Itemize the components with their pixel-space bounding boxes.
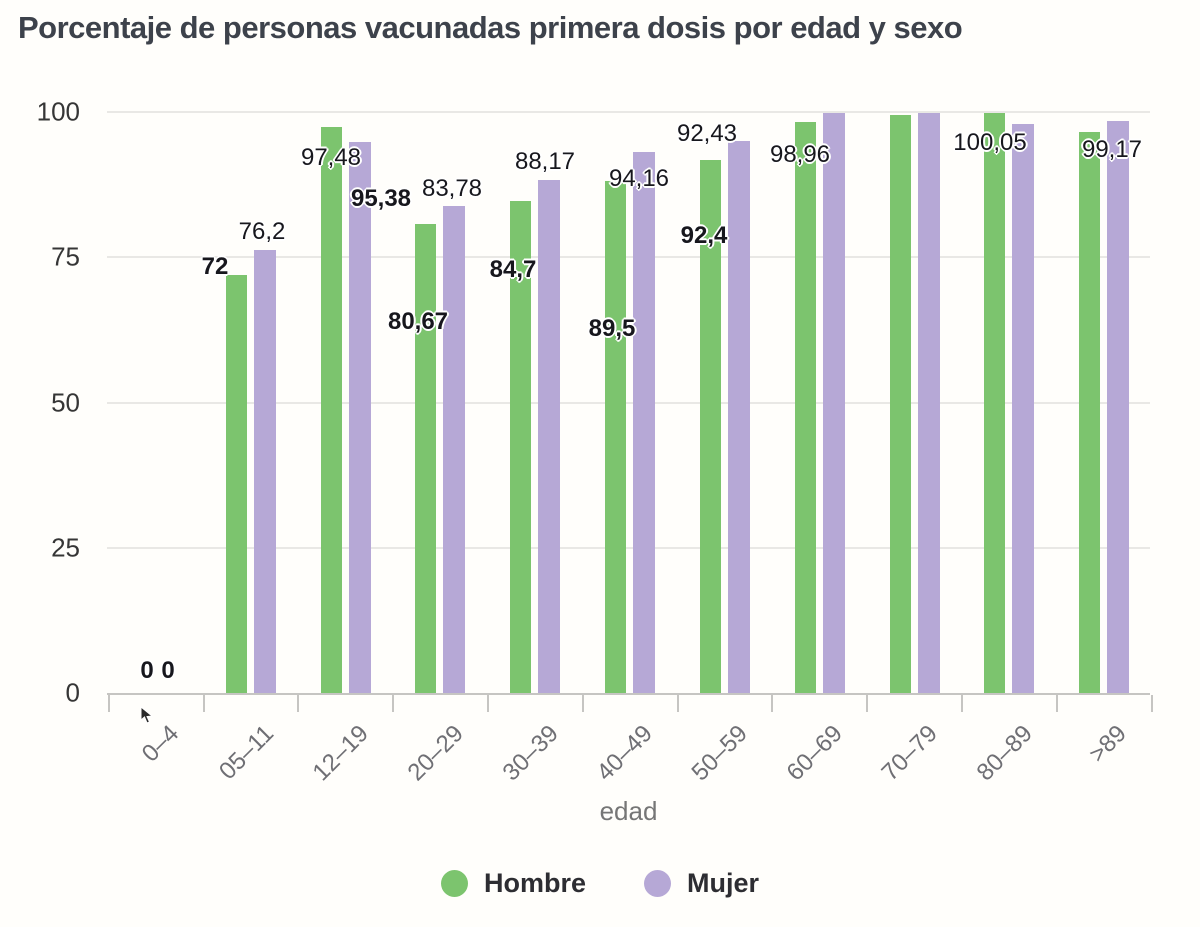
x-category-label-20–29: 20–29 (402, 720, 469, 787)
bar-mujer-70–79[interactable] (917, 112, 940, 693)
x-tick-mark (1055, 695, 1058, 712)
value-label-hombre-40–49: 89,5 (588, 315, 636, 342)
mouse-cursor-icon (140, 706, 154, 724)
x-category-label-30–39: 30–39 (497, 720, 564, 787)
y-tick-label-25: 25 (51, 532, 80, 563)
bar-hombre-30–39[interactable] (510, 200, 532, 693)
value-label-mujer-0–4: 0 (161, 657, 175, 684)
x-category-label-40–49: 40–49 (591, 720, 659, 787)
gridline-50 (107, 401, 1150, 404)
value-label-mujer-30–39: 88,17 (514, 148, 576, 175)
legend-label-mujer: Mujer (687, 868, 760, 898)
x-category-label-12–19: 12–19 (307, 720, 374, 787)
x-tick-mark (392, 695, 395, 712)
bar-hombre-50–59[interactable] (699, 159, 721, 693)
x-tick-mark (581, 695, 584, 712)
legend-label-hombre: Hombre (483, 868, 586, 898)
legend: Hombre Mujer (0, 868, 1200, 899)
bar-mujer-60–69[interactable] (822, 112, 845, 693)
value-label-mujer-05–11: 76,2 (238, 218, 286, 245)
bar-mujer-20–29[interactable] (443, 206, 466, 693)
gridline-75 (107, 256, 1150, 259)
bar-hombre-12–19[interactable] (320, 126, 342, 693)
bar-hombre-20–29[interactable] (415, 224, 437, 693)
value-label-mujer-20–29: 83,78 (421, 175, 483, 202)
legend-item-mujer[interactable]: Mujer (644, 868, 759, 899)
x-tick-mark (771, 695, 774, 712)
y-tick-label-100: 100 (36, 96, 80, 127)
value-label-hombre-12–19: 97,48 (300, 144, 362, 171)
legend-item-hombre[interactable]: Hombre (440, 868, 586, 899)
value-label-hombre-30–39: 84,7 (489, 256, 537, 283)
y-tick-label-50: 50 (51, 387, 80, 417)
bar-mujer-50–59[interactable] (727, 141, 750, 693)
bar-hombre->89[interactable] (1079, 132, 1101, 693)
gridline-25 (107, 546, 1150, 549)
value-label-mujer-50–59: 92,43 (676, 120, 738, 147)
x-tick-mark (107, 695, 110, 712)
bar-hombre-80–89[interactable] (984, 113, 1006, 693)
x-tick-mark (866, 695, 869, 712)
x-category-label->89: >89 (1084, 720, 1133, 768)
value-label-hombre-0–4: 0 (140, 657, 154, 684)
x-category-label-80–89: 80–89 (971, 720, 1038, 787)
x-tick-mark (1150, 695, 1153, 712)
bar-hombre-40–49[interactable] (605, 180, 627, 693)
x-category-label-05–11: 05–11 (213, 720, 279, 786)
x-axis-title: edad (599, 796, 658, 826)
bar-mujer-12–19[interactable] (348, 142, 371, 693)
x-tick-mark (961, 695, 964, 712)
x-tick-mark (297, 695, 300, 712)
value-label-hombre-05–11: 72 (201, 253, 229, 280)
x-category-label-50–59: 50–59 (686, 720, 753, 787)
x-category-label-60–69: 60–69 (781, 720, 848, 787)
bar-mujer->89[interactable] (1107, 121, 1130, 693)
bar-hombre-05–11[interactable] (225, 274, 247, 693)
value-label-hombre-50–59: 92,4 (680, 222, 728, 249)
value-label-hombre-20–29: 80,67 (387, 308, 449, 335)
value-label-hombre->89: 99,17 (1081, 136, 1143, 163)
bar-mujer-40–49[interactable] (633, 151, 656, 693)
gridline-100 (107, 111, 1150, 113)
value-label-hombre-60–69: 98,96 (769, 141, 831, 168)
value-label-mujer-12–19: 95,38 (350, 185, 412, 212)
x-axis-line (107, 693, 1150, 695)
bar-hombre-60–69[interactable] (794, 122, 816, 693)
y-tick-label-0: 0 (65, 677, 80, 708)
bar-mujer-30–39[interactable] (538, 179, 561, 693)
value-label-hombre-80–89: 100,05 (953, 129, 1027, 156)
bar-hombre-70–79[interactable] (889, 115, 911, 693)
x-tick-mark (202, 695, 205, 712)
x-category-label-0–4: 0–4 (136, 720, 185, 768)
value-label-mujer-40–49: 94,16 (608, 165, 670, 192)
x-category-label-70–79: 70–79 (876, 720, 943, 787)
chart-title: Porcentaje de personas vacunadas primera… (18, 10, 963, 45)
legend-swatch-hombre-icon (440, 870, 468, 897)
legend-swatch-mujer-icon (644, 870, 671, 897)
y-tick-label-75: 75 (51, 241, 80, 272)
bar-mujer-80–89[interactable] (1012, 124, 1035, 693)
x-tick-mark (676, 695, 679, 712)
x-tick-mark (486, 695, 489, 712)
bar-mujer-05–11[interactable] (253, 250, 276, 693)
